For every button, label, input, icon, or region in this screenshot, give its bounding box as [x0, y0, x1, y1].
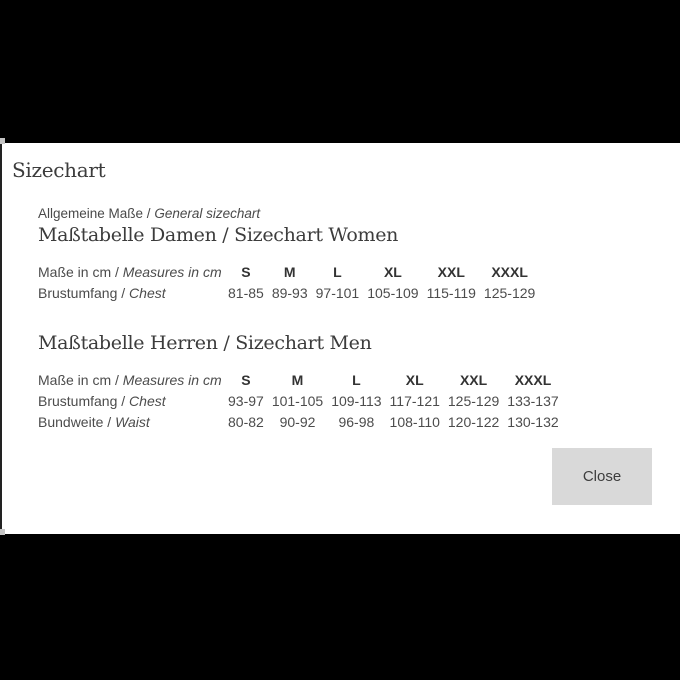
men-section-heading: Maßtabelle Herren / Sizechart Men: [38, 332, 372, 354]
chest-value: 105-109: [367, 285, 419, 301]
size-header-xxxl: XXXL: [491, 264, 528, 280]
measure-label-de: Maße in cm /: [38, 372, 123, 388]
chest-value: 133-137: [507, 393, 559, 409]
waist-value: 120-122: [447, 414, 500, 430]
size-header-xxl: XXL: [459, 372, 488, 388]
measure-unit-label: Maße in cm / Measures in cm: [38, 262, 224, 283]
chest-value: 117-121: [389, 393, 440, 409]
chest-label: Brustumfang / Chest: [38, 391, 224, 412]
size-header-s: S: [241, 264, 251, 280]
waist-value: 96-98: [338, 414, 375, 430]
left-edge-line: [0, 143, 2, 531]
size-header-s: S: [241, 372, 251, 388]
measure-label-en: Measures in cm: [122, 264, 222, 280]
waist-value: 90-92: [279, 414, 316, 430]
waist-label-en: Waist: [115, 414, 150, 430]
waist-label-de: Bundweite /: [38, 414, 116, 430]
sizechart-dialog: Sizechart Allgemeine Maße / General size…: [0, 143, 680, 534]
chest-value: 115-119: [426, 285, 476, 301]
subtitle-en: General sizechart: [154, 206, 261, 221]
men-header-row: Maße in cm / Measures in cm S M L XL XXL…: [38, 370, 563, 391]
measure-label-en: Measures in cm: [122, 372, 222, 388]
measure-label-de: Maße in cm /: [38, 264, 123, 280]
size-header-m: M: [291, 372, 304, 388]
men-waist-row: Bundweite / Waist 80-82 90-92 96-98 108-…: [38, 412, 563, 433]
dialog-footer: Close: [38, 448, 652, 505]
size-header-m: M: [283, 264, 296, 280]
dialog-title: Sizechart: [12, 158, 106, 182]
chest-label-en: Chest: [129, 285, 166, 301]
waist-value: 130-132: [507, 414, 559, 430]
waist-value: 108-110: [389, 414, 440, 430]
women-size-table: Maße in cm / Measures in cm S M L XL XXL…: [38, 262, 539, 304]
waist-value: 80-82: [228, 414, 264, 430]
men-chest-row: Brustumfang / Chest 93-97 101-105 109-11…: [38, 391, 563, 412]
waist-label: Bundweite / Waist: [38, 412, 224, 433]
chest-value: 97-101: [315, 285, 360, 301]
size-header-l: L: [333, 264, 342, 280]
chest-value: 109-113: [331, 393, 382, 409]
dialog-content: Allgemeine Maße / General sizechart Maßt…: [38, 205, 680, 505]
women-chest-row: Brustumfang / Chest 81-85 89-93 97-101 1…: [38, 283, 539, 304]
general-sizechart-subtitle: Allgemeine Maße / General sizechart: [38, 205, 680, 222]
men-size-table: Maße in cm / Measures in cm S M L XL XXL…: [38, 370, 563, 433]
size-header-l: L: [352, 372, 361, 388]
chest-label-de: Brustumfang /: [38, 285, 130, 301]
size-header-xl: XL: [405, 372, 424, 388]
left-edge-notch-bottom: [0, 529, 5, 535]
chest-label-en: Chest: [129, 393, 166, 409]
size-header-xl: XL: [383, 264, 402, 280]
close-button[interactable]: Close: [552, 448, 652, 505]
left-edge-notch-top: [0, 138, 5, 144]
measure-unit-label: Maße in cm / Measures in cm: [38, 370, 224, 391]
chest-label: Brustumfang / Chest: [38, 283, 224, 304]
chest-value: 93-97: [228, 393, 264, 409]
chest-value: 81-85: [228, 285, 264, 301]
subtitle-de: Allgemeine Maße /: [38, 206, 155, 221]
chest-value: 125-129: [483, 285, 536, 301]
chest-label-de: Brustumfang /: [38, 393, 130, 409]
chest-value: 89-93: [271, 285, 308, 301]
size-header-xxl: XXL: [437, 264, 465, 280]
women-section-heading: Maßtabelle Damen / Sizechart Women: [38, 224, 399, 246]
women-header-row: Maße in cm / Measures in cm S M L XL XXL…: [38, 262, 539, 283]
chest-value: 125-129: [447, 393, 500, 409]
size-header-xxxl: XXXL: [514, 372, 552, 388]
chest-value: 101-105: [271, 393, 324, 409]
